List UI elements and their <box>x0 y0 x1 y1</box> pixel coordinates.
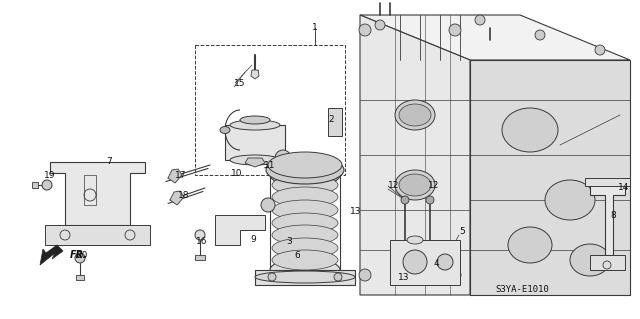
Bar <box>590 255 625 270</box>
Text: 10: 10 <box>231 169 243 179</box>
Ellipse shape <box>230 155 280 165</box>
Polygon shape <box>245 158 265 167</box>
Ellipse shape <box>270 163 340 187</box>
Text: 14: 14 <box>618 183 629 192</box>
Circle shape <box>437 254 453 270</box>
Circle shape <box>42 180 52 190</box>
Ellipse shape <box>272 187 338 207</box>
Ellipse shape <box>270 258 340 282</box>
Ellipse shape <box>272 175 338 195</box>
Text: 11: 11 <box>264 160 275 169</box>
Ellipse shape <box>395 240 435 270</box>
Text: 5: 5 <box>459 227 465 236</box>
Ellipse shape <box>272 213 338 233</box>
Circle shape <box>359 269 371 281</box>
Text: 12: 12 <box>428 182 440 190</box>
Circle shape <box>475 15 485 25</box>
Circle shape <box>359 24 371 36</box>
Polygon shape <box>40 245 63 265</box>
Text: 2: 2 <box>328 115 333 124</box>
Ellipse shape <box>230 120 280 130</box>
Ellipse shape <box>272 225 338 245</box>
Ellipse shape <box>545 180 595 220</box>
Ellipse shape <box>266 156 344 184</box>
Polygon shape <box>195 255 205 260</box>
Text: 8: 8 <box>610 211 616 219</box>
Ellipse shape <box>399 174 431 196</box>
Ellipse shape <box>502 108 558 152</box>
Text: 7: 7 <box>106 158 112 167</box>
Circle shape <box>375 20 385 30</box>
Polygon shape <box>76 275 84 280</box>
Polygon shape <box>470 60 630 295</box>
Bar <box>84 175 96 205</box>
Ellipse shape <box>395 170 435 200</box>
Ellipse shape <box>272 250 338 270</box>
Polygon shape <box>590 185 625 255</box>
Circle shape <box>401 196 409 204</box>
Ellipse shape <box>272 200 338 220</box>
Text: 18: 18 <box>178 191 189 201</box>
Bar <box>225 125 285 160</box>
Polygon shape <box>168 169 182 183</box>
Circle shape <box>595 45 605 55</box>
Circle shape <box>403 250 427 274</box>
Text: 16: 16 <box>196 238 207 247</box>
Ellipse shape <box>272 238 338 258</box>
Ellipse shape <box>255 271 355 283</box>
Text: 6: 6 <box>294 251 300 261</box>
Text: 15: 15 <box>234 78 246 87</box>
Polygon shape <box>32 182 38 188</box>
Text: 20: 20 <box>76 251 88 261</box>
Ellipse shape <box>570 244 610 276</box>
Circle shape <box>275 150 291 166</box>
Polygon shape <box>215 215 265 245</box>
Text: FR.: FR. <box>70 250 88 260</box>
Polygon shape <box>50 162 145 225</box>
Text: 19: 19 <box>44 172 56 181</box>
Text: 13: 13 <box>350 207 362 217</box>
Polygon shape <box>255 270 355 285</box>
Bar <box>585 178 630 186</box>
Ellipse shape <box>399 104 431 126</box>
Circle shape <box>449 269 461 281</box>
Polygon shape <box>251 70 259 79</box>
Bar <box>328 108 342 136</box>
Ellipse shape <box>399 244 431 266</box>
Polygon shape <box>360 15 470 295</box>
Ellipse shape <box>508 227 552 263</box>
Circle shape <box>449 24 461 36</box>
Ellipse shape <box>268 152 342 178</box>
Ellipse shape <box>407 236 423 244</box>
Text: 12: 12 <box>388 182 399 190</box>
Circle shape <box>334 273 342 281</box>
Text: 13: 13 <box>398 273 410 283</box>
Circle shape <box>261 198 275 212</box>
Text: 1: 1 <box>312 24 318 33</box>
Ellipse shape <box>240 116 270 124</box>
Polygon shape <box>170 191 184 205</box>
Text: S3YA-E1010: S3YA-E1010 <box>495 286 548 294</box>
Polygon shape <box>360 15 630 60</box>
Text: 3: 3 <box>286 238 292 247</box>
Bar <box>45 225 150 245</box>
Circle shape <box>268 273 276 281</box>
Text: 4: 4 <box>434 259 440 269</box>
Polygon shape <box>390 240 460 285</box>
Text: 17: 17 <box>175 172 186 181</box>
Ellipse shape <box>395 100 435 130</box>
Circle shape <box>75 253 85 263</box>
Ellipse shape <box>220 127 230 133</box>
Circle shape <box>535 30 545 40</box>
Circle shape <box>195 230 205 240</box>
Text: 9: 9 <box>250 235 256 244</box>
Circle shape <box>426 196 434 204</box>
